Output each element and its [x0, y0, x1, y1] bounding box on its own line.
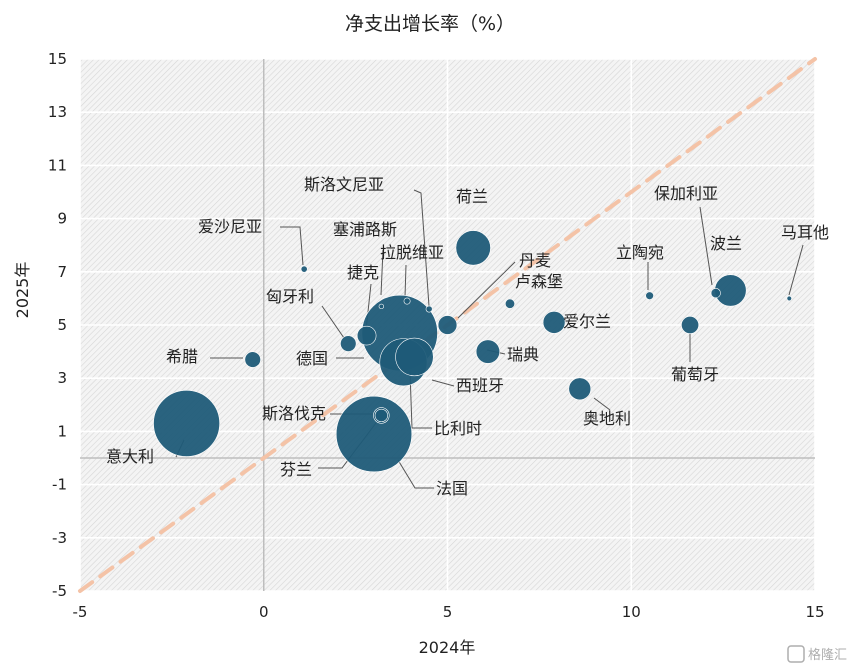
label-匈牙利: 匈牙利 [266, 287, 314, 306]
bubble-芬兰 [374, 408, 388, 423]
bubble-丹麦 [437, 315, 458, 335]
bubble-捷克 [356, 325, 377, 346]
x-tick-label: -5 [73, 603, 88, 621]
label-意大利: 意大利 [106, 447, 154, 466]
y-tick-label: 3 [57, 369, 67, 387]
label-保加利亚: 保加利亚 [654, 184, 718, 203]
bubble-立陶宛 [645, 291, 654, 300]
x-tick-label: 0 [259, 603, 269, 621]
leader-斯洛文尼亚 [413, 189, 430, 307]
label-希腊: 希腊 [166, 347, 198, 366]
label-芬兰: 芬兰 [280, 460, 312, 479]
bubble-爱沙尼亚 [300, 265, 308, 273]
label-葡萄牙: 葡萄牙 [671, 365, 719, 384]
bubble-卢森堡 [504, 298, 515, 309]
leader-西班牙 [431, 379, 455, 387]
label-比利时: 比利时 [434, 419, 482, 438]
bubble-匈牙利 [340, 335, 357, 352]
bubble-法国 [335, 395, 413, 473]
chart-title: 净支出增长率（%） [345, 13, 515, 35]
bubble-比利时 [395, 337, 434, 377]
leader-丹麦 [457, 261, 516, 319]
bubble-奥地利 [568, 377, 592, 401]
y-axis-label: 2025年 [13, 262, 32, 319]
bubble-塞浦路斯 [378, 303, 385, 310]
leader-匈牙利 [321, 305, 345, 339]
bubble-拉脱维亚 [403, 297, 411, 305]
label-丹麦: 丹麦 [519, 251, 551, 270]
x-tick-label: 10 [622, 603, 641, 621]
leader-塞浦路斯 [380, 249, 384, 296]
label-捷克: 捷克 [347, 263, 379, 282]
leader-比利时 [409, 371, 432, 429]
bubble-爱尔兰 [542, 311, 566, 334]
leader-法国 [397, 459, 434, 489]
y-tick-label: -3 [52, 529, 67, 547]
y-tick-label: -1 [52, 476, 67, 494]
y-tick-label: 1 [57, 422, 67, 440]
y-tick-label: 11 [48, 156, 67, 174]
watermark-text: 格隆汇 [808, 647, 847, 663]
y-tick-label: 7 [57, 263, 67, 281]
label-德国: 德国 [296, 349, 328, 368]
label-塞浦路斯: 塞浦路斯 [333, 220, 397, 239]
label-立陶宛: 立陶宛 [616, 243, 664, 262]
label-西班牙: 西班牙 [456, 376, 504, 395]
bubble-葡萄牙 [681, 316, 700, 334]
label-波兰: 波兰 [710, 234, 742, 253]
y-tick-label: 5 [57, 316, 67, 334]
label-拉脱维亚: 拉脱维亚 [380, 243, 444, 262]
watermark: 格隆汇 [787, 645, 847, 663]
leader-马耳他 [788, 244, 804, 296]
label-爱沙尼亚: 爱沙尼亚 [198, 217, 262, 236]
label-马耳他: 马耳他 [781, 223, 829, 242]
leader-爱沙尼亚 [280, 226, 304, 266]
y-tick-label: 13 [48, 103, 67, 121]
bubble-意大利 [153, 390, 220, 457]
bubble-瑞典 [475, 339, 501, 364]
x-tick-label: 15 [805, 603, 824, 621]
x-tick-label: 5 [443, 603, 453, 621]
x-axis-label: 2024年 [419, 638, 476, 657]
bubble-保加利亚 [710, 288, 721, 299]
label-斯洛伐克: 斯洛伐克 [262, 404, 326, 423]
x-axis-ticks: -5 0 5 10 15 [73, 603, 825, 621]
y-tick-label: 15 [48, 50, 67, 68]
gridlines [79, 58, 816, 592]
label-斯洛文尼亚: 斯洛文尼亚 [304, 175, 384, 194]
leader-拉脱维亚 [404, 264, 407, 298]
y-tick-label: 9 [57, 210, 67, 228]
label-瑞典: 瑞典 [507, 345, 539, 364]
label-法国: 法国 [436, 479, 468, 498]
watermark-logo-icon [787, 645, 805, 663]
bubble-斯洛文尼亚 [425, 305, 433, 313]
label-荷兰: 荷兰 [456, 187, 488, 206]
label-奥地利: 奥地利 [583, 409, 631, 428]
leader-奥地利 [593, 397, 611, 411]
label-爱尔兰: 爱尔兰 [563, 312, 611, 331]
bubble-荷兰 [455, 230, 491, 266]
bubble-马耳他 [786, 295, 792, 302]
bubble-希腊 [244, 351, 261, 368]
label-卢森堡: 卢森堡 [515, 272, 563, 291]
bubbles [153, 230, 792, 473]
leader-保加利亚 [699, 206, 713, 286]
y-tick-label: -5 [52, 582, 67, 600]
